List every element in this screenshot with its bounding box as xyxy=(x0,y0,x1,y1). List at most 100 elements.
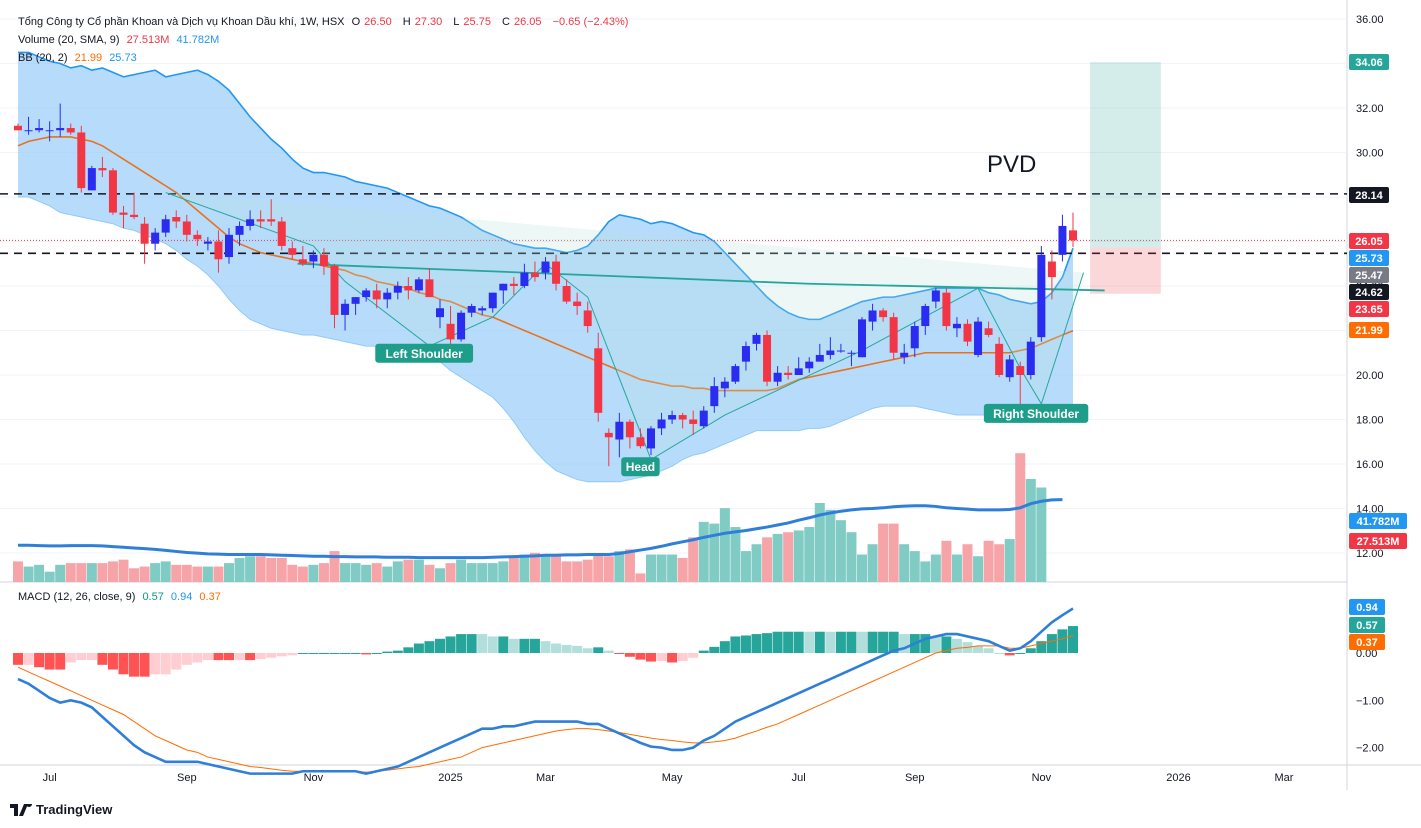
candle-body xyxy=(826,350,835,355)
volume-bar xyxy=(582,559,593,582)
volume-bar xyxy=(213,566,224,582)
candle-body xyxy=(425,279,434,298)
macd-histogram-bar xyxy=(382,651,393,653)
candle-body xyxy=(952,323,961,329)
time-tick-label: Mar xyxy=(1275,772,1294,784)
time-tick-label: 2026 xyxy=(1166,772,1190,784)
macd-badge xyxy=(1349,599,1385,615)
legend-low: L 25.75 xyxy=(453,16,491,28)
macd-histogram-bar xyxy=(456,634,467,653)
candle-body xyxy=(805,361,814,369)
price-badge xyxy=(1349,301,1389,317)
candle-body xyxy=(615,421,624,440)
volume-bar xyxy=(540,556,551,582)
candle-body xyxy=(984,328,993,335)
candle-body xyxy=(488,292,497,309)
candle-body xyxy=(1069,230,1077,241)
macd-histogram-bar xyxy=(466,634,477,653)
candle-body xyxy=(172,217,181,222)
macd-panel xyxy=(13,607,1078,775)
volume-bar xyxy=(740,551,751,582)
pattern-fill xyxy=(165,192,1084,460)
macd-histogram-bar xyxy=(667,653,678,663)
candle-body xyxy=(457,312,466,340)
candle-body xyxy=(119,212,128,215)
bb-upper-value: 25.73 xyxy=(109,52,137,64)
volume-bar xyxy=(76,563,87,582)
macd-histogram-bar xyxy=(350,653,361,654)
candle-body xyxy=(931,290,940,302)
macd-histogram-bar xyxy=(276,653,287,657)
macd-histogram-bar xyxy=(97,653,108,665)
volume-bar xyxy=(308,564,319,582)
candle-body xyxy=(815,354,824,362)
price-badge-text: 23.65 xyxy=(1355,304,1383,316)
macd-histogram-bar xyxy=(171,653,182,670)
candle-body xyxy=(530,272,539,278)
head-shoulders-pattern xyxy=(165,192,1105,461)
macd-line-value: 0.94 xyxy=(170,591,193,603)
volume-bar xyxy=(508,556,519,582)
volume-bar xyxy=(297,566,308,582)
axes: 12.0014.0016.0018.0020.0022.0024.0026.00… xyxy=(43,14,1407,784)
macd-histogram-bar xyxy=(1046,634,1057,653)
volume-bar xyxy=(255,556,266,582)
macd-histogram-bar xyxy=(593,647,604,653)
time-tick-label: Jul xyxy=(43,772,57,784)
volume-bar xyxy=(656,554,667,582)
legend-change: −0.65 (−2.43%) xyxy=(552,16,629,28)
candle-body xyxy=(383,292,392,300)
candle-body xyxy=(647,428,655,449)
volume-bar xyxy=(382,566,393,582)
volume-bar xyxy=(435,568,445,582)
candle-body xyxy=(341,303,350,315)
pattern-labels: Left Shoulder Head Right Shoulder xyxy=(375,343,1089,477)
volume-bar xyxy=(677,557,688,582)
macd-histogram-bar xyxy=(920,634,931,653)
candle-body xyxy=(594,348,603,413)
candle-body xyxy=(24,130,33,132)
macd-histogram-bar xyxy=(23,653,34,665)
candle-body xyxy=(77,132,86,189)
macd-histogram-bar xyxy=(255,653,266,660)
macd-histogram-bar xyxy=(498,636,509,653)
macd-label: MACD (12, 26, close, 9) xyxy=(18,591,136,603)
volume-bar xyxy=(857,554,867,582)
bb-label: BB (20, 2) xyxy=(18,52,68,64)
macd-histogram-bar xyxy=(878,631,889,653)
volume-bar xyxy=(392,561,403,582)
candle-body xyxy=(108,170,117,213)
time-tick-label: Mar xyxy=(536,772,555,784)
volume-bar xyxy=(171,564,182,582)
candle-body xyxy=(509,283,518,286)
macd-histogram-bar xyxy=(930,636,941,653)
candle-body xyxy=(900,352,909,358)
volume-bar xyxy=(1015,453,1026,582)
pattern-label-bg xyxy=(983,403,1089,423)
tradingview-logo[interactable]: TradingView xyxy=(10,802,112,817)
macd-histogram-bar xyxy=(1068,626,1078,653)
volume-bar xyxy=(688,537,699,582)
macd-histogram-bar xyxy=(529,638,540,653)
volume-bar xyxy=(456,559,467,582)
candle-body xyxy=(66,128,75,133)
macd-histogram-bar xyxy=(973,645,984,653)
macd-histogram-bar xyxy=(234,653,245,661)
volume-bar xyxy=(234,557,245,582)
bb-legend: BB (20, 2) 21.99 25.73 xyxy=(18,52,141,64)
macd-tick-label: 0.00 xyxy=(1356,648,1377,660)
volume-bar xyxy=(983,540,994,582)
volume-bar xyxy=(814,503,825,582)
volume-bar xyxy=(793,530,804,582)
macd-histogram-bar xyxy=(34,653,45,668)
target-zone xyxy=(1090,62,1161,248)
bb-basis-line xyxy=(17,136,1074,392)
volume-bar xyxy=(835,520,846,582)
candle-body xyxy=(330,265,339,315)
macd-histogram-bar xyxy=(297,653,308,654)
legend-high: H 27.30 xyxy=(402,16,443,28)
pattern-outline xyxy=(165,192,1085,461)
candle-body xyxy=(436,308,444,318)
candle-body xyxy=(203,241,212,244)
